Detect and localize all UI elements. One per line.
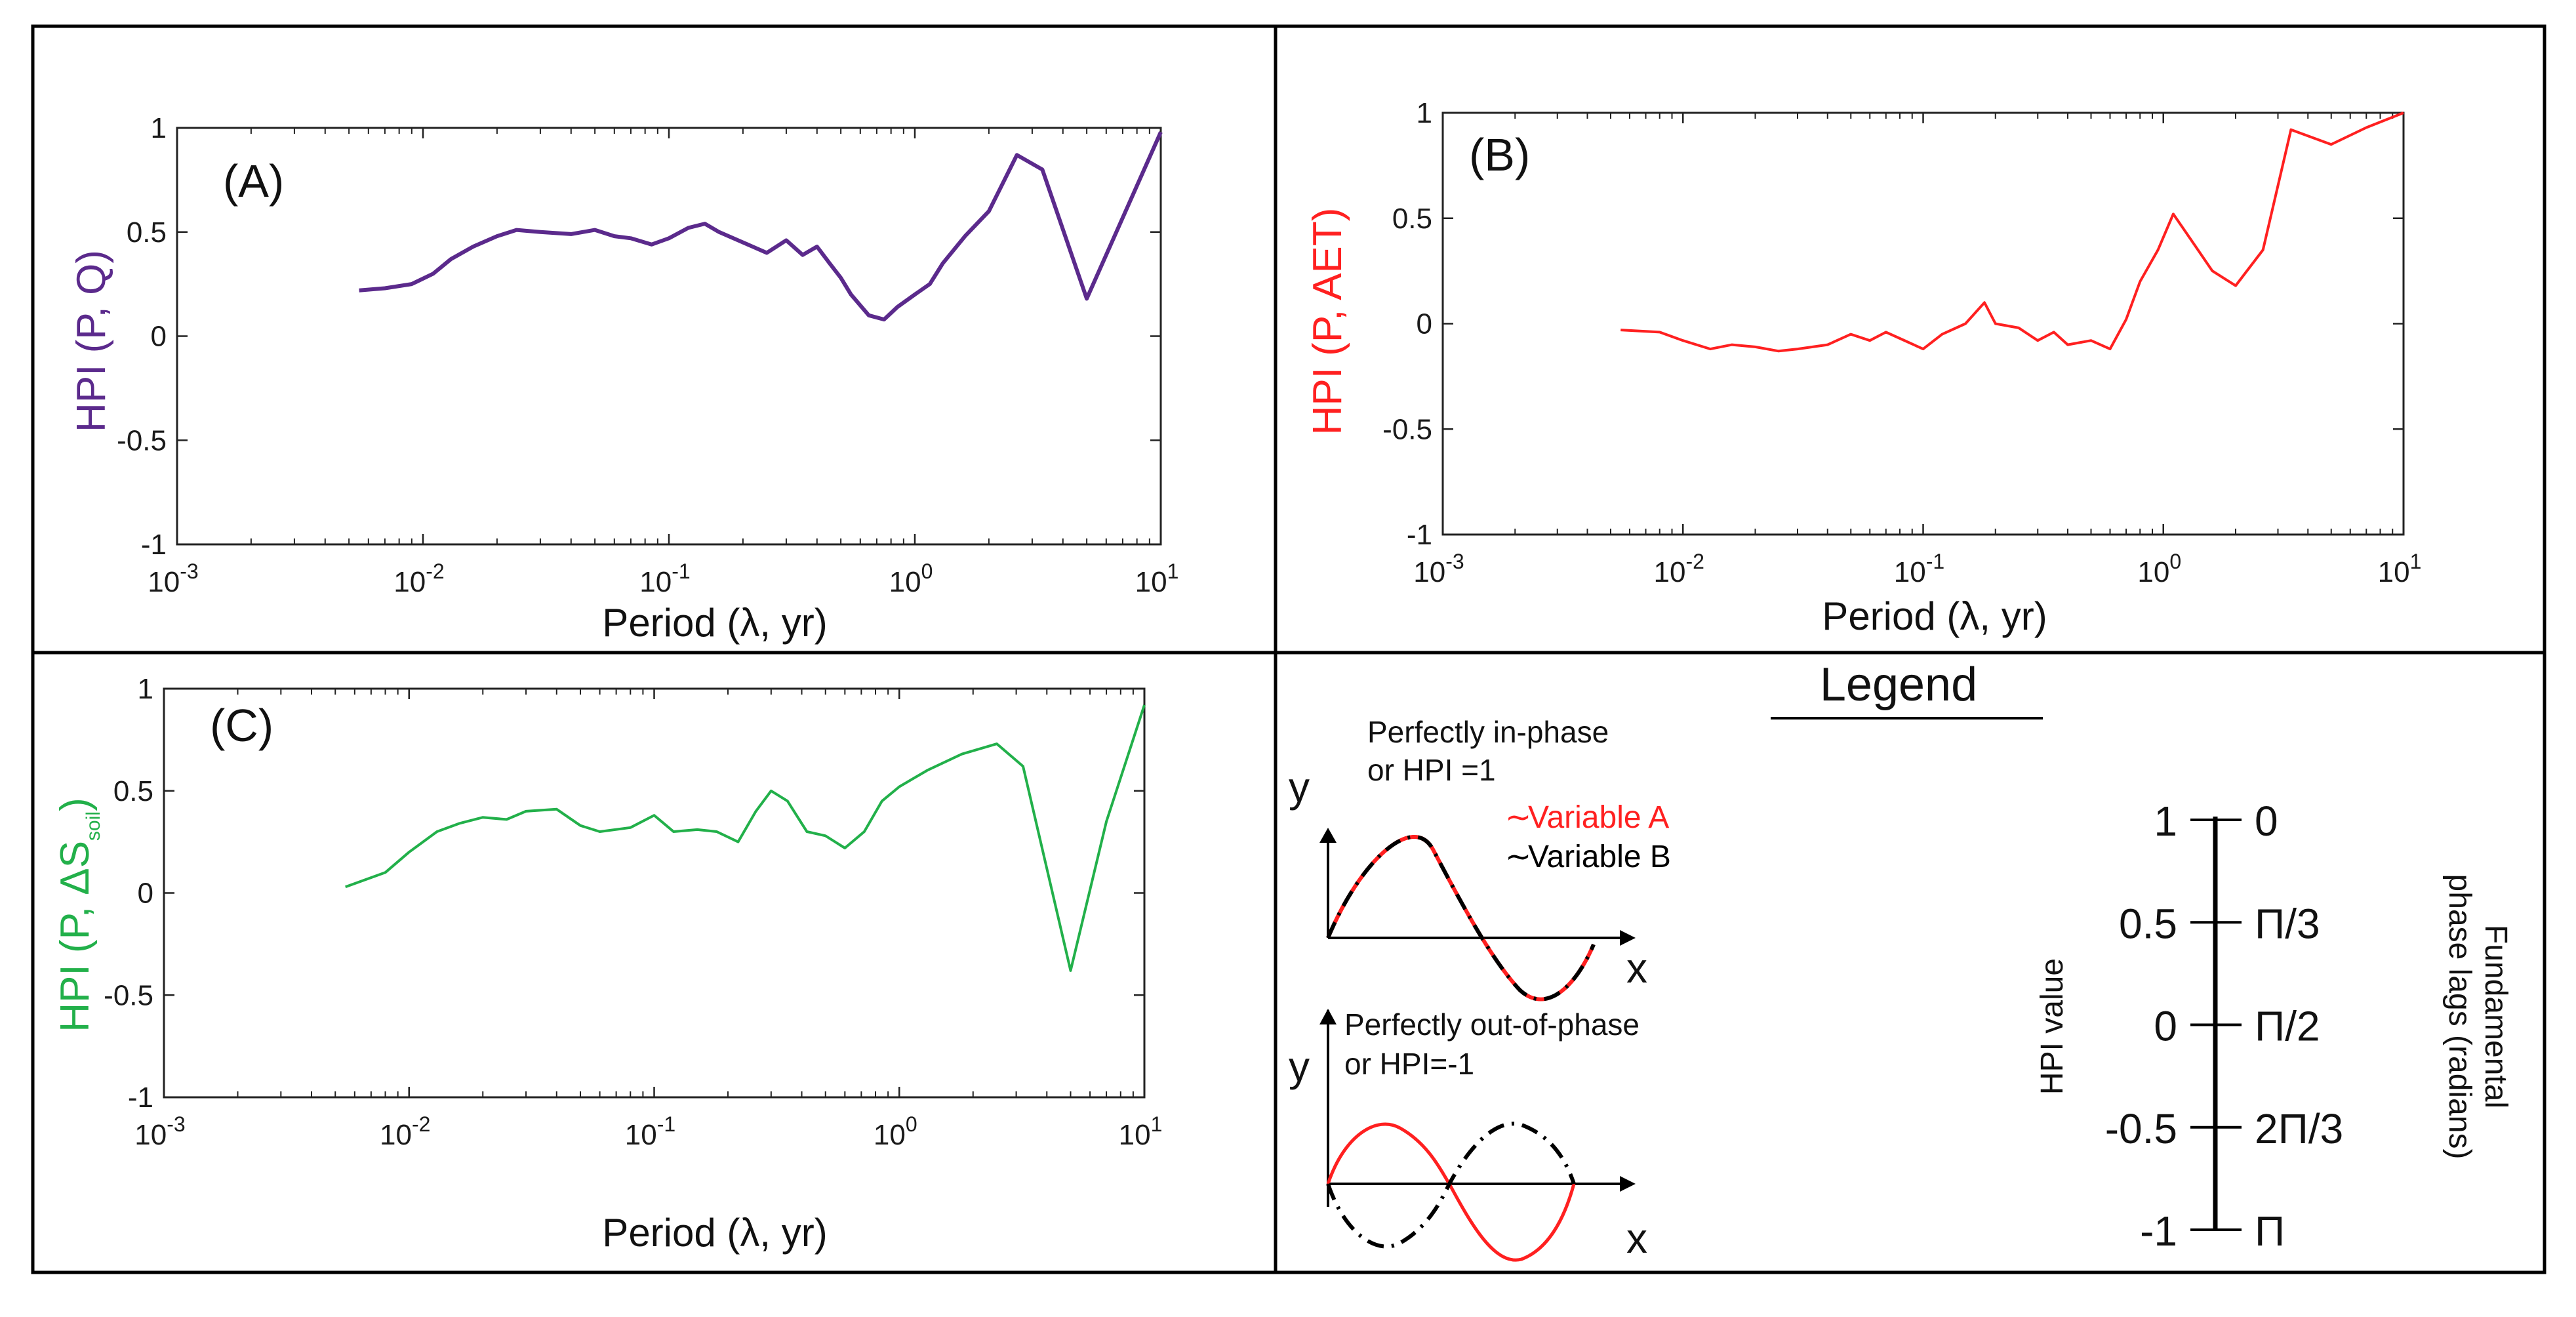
hpi-scale: HPI value Fundamental phase lags (radian… — [2035, 798, 2513, 1255]
out-phase-text-1: Perfectly out-of-phase — [1344, 1007, 1640, 1042]
hpi-scale-value: 1 — [2154, 798, 2177, 845]
y-tick-label: 1 — [1417, 97, 1432, 129]
phase-lag-value: Π/3 — [2255, 900, 2320, 947]
variable-a-label: Variable A — [1528, 800, 1669, 835]
y-tick-label: 0.5 — [127, 216, 167, 249]
x-tick-label: 10-3 — [148, 559, 198, 598]
x-tick-label: 100 — [2137, 550, 2181, 588]
series-line — [1620, 111, 2404, 353]
legend-title: Legend — [1820, 658, 1977, 711]
out-phase-y-label: y — [1289, 1043, 1310, 1090]
phase-lag-value: 2Π/3 — [2255, 1105, 2343, 1152]
out-phase-y-arrow — [1319, 1009, 1337, 1024]
y-tick-label: 0 — [138, 878, 153, 910]
y-tick-label: 1 — [151, 112, 167, 144]
y-axis-label-c: HPI (P, ΔSsoil) — [52, 798, 104, 1032]
x-tick-label: 10-1 — [639, 559, 690, 598]
panel-a-frame — [31, 24, 1278, 655]
y-axis-label-c-sub: soil — [83, 811, 104, 841]
variable-b-swatch: ~ — [1505, 838, 1531, 875]
x-tick-label: 10-2 — [380, 1112, 430, 1151]
x-tick-label: 101 — [1135, 559, 1179, 598]
y-axis-label-a: HPI (P, Q) — [69, 250, 114, 432]
panel-label-b: (B) — [1469, 129, 1530, 180]
y-tick-label: -0.5 — [1382, 413, 1432, 445]
in-phase-text-1: Perfectly in-phase — [1367, 715, 1609, 749]
y-axis-label-b: HPI (P, AET) — [1305, 208, 1350, 436]
series-line — [345, 704, 1146, 972]
hpi-scale-right-label-2: phase lags (radians) — [2442, 874, 2477, 1160]
out-phase-curve-b — [1326, 1122, 1576, 1249]
chart-a: (A) Period (λ, yr) HPI (P, Q) 10-3 10-2 10… — [69, 112, 1178, 645]
panel-label-a: (A) — [223, 155, 284, 207]
in-phase-x-label: x — [1626, 944, 1647, 992]
in-phase-curve-b — [1326, 835, 1596, 1002]
plot-area — [1441, 111, 2405, 536]
series-line — [359, 131, 1163, 322]
out-of-phase-diagram: y x Perfectly out-of-phase or HPI=-1 — [1289, 1007, 1647, 1262]
x-tick-label: 10-1 — [625, 1112, 675, 1151]
x-axis-label-b: Period (λ, yr) — [1822, 594, 2047, 638]
in-phase-diagram: y x Perfectly in-phase or HPI =1 ~ Varia… — [1289, 715, 1671, 1002]
panel-label-c: (C) — [210, 700, 273, 751]
x-axis-label-a: Period (λ, yr) — [602, 601, 827, 645]
x-tick-label: 10-1 — [1894, 550, 1944, 588]
legend: Legend y x Perfectly in-phase or HPI =1 … — [1289, 658, 2513, 1262]
chart-b: (B) Period (λ, yr) HPI (P, AET) 10-3 10-2… — [1305, 97, 2421, 638]
x-tick-label: 10-2 — [393, 559, 444, 598]
phase-lag-value: Π/2 — [2255, 1003, 2320, 1050]
y-tick-label: 0 — [1417, 308, 1432, 340]
plot-area — [163, 687, 1146, 1099]
y-tick-label: 0 — [151, 321, 167, 353]
in-phase-text-2: or HPI =1 — [1367, 753, 1496, 787]
chart-c: (C) Period (λ, yr) HPI (P, ΔSsoil) 10-3 1… — [52, 673, 1162, 1255]
x-axis-label-c: Period (λ, yr) — [602, 1211, 827, 1255]
x-tick-label: 10-2 — [1654, 550, 1704, 588]
y-tick-label: 0.5 — [113, 775, 153, 807]
x-tick-label: 101 — [2378, 550, 2422, 588]
legend-panel-frame — [1274, 651, 2546, 1274]
hpi-scale-right-label-1: Fundamental — [2478, 925, 2513, 1108]
out-phase-x-arrow — [1620, 1176, 1636, 1192]
hpi-scale-value: 0 — [2154, 1003, 2177, 1050]
y-axis-label-c-close: ) — [52, 798, 98, 811]
in-phase-y-arrow — [1319, 828, 1337, 843]
hpi-scale-left-label: HPI value — [2035, 958, 2070, 1095]
out-phase-text-2: or HPI=-1 — [1344, 1047, 1474, 1081]
x-tick-label: 10-3 — [134, 1112, 185, 1151]
y-tick-label: -1 — [141, 529, 167, 561]
variable-b-label: Variable B — [1528, 840, 1671, 874]
y-tick-label: -1 — [128, 1082, 153, 1114]
in-phase-x-arrow — [1620, 930, 1636, 946]
plot-area — [176, 127, 1162, 546]
hpi-scale-value: -0.5 — [2105, 1105, 2177, 1152]
x-tick-label: 101 — [1119, 1112, 1163, 1151]
phase-lag-value: Π — [2255, 1207, 2285, 1255]
y-tick-label: -0.5 — [104, 979, 153, 1011]
x-tick-label: 10-3 — [1413, 550, 1464, 588]
hpi-scale-value: 0.5 — [2119, 900, 2177, 947]
y-tick-label: -0.5 — [117, 424, 167, 456]
y-axis-label-c-main: HPI (P, ΔS — [52, 841, 98, 1032]
phase-lag-value: 0 — [2255, 798, 2278, 845]
y-tick-label: -1 — [1407, 519, 1432, 551]
y-tick-label: 1 — [138, 673, 153, 705]
x-tick-label: 100 — [874, 1112, 917, 1151]
variable-a-swatch: ~ — [1505, 799, 1531, 836]
hpi-scale-value: -1 — [2140, 1207, 2177, 1255]
out-phase-curve-a — [1326, 1122, 1576, 1262]
in-phase-y-label: y — [1289, 763, 1310, 811]
out-phase-x-label: x — [1626, 1215, 1647, 1262]
y-tick-label: 0.5 — [1392, 203, 1432, 235]
x-tick-label: 100 — [889, 559, 933, 598]
